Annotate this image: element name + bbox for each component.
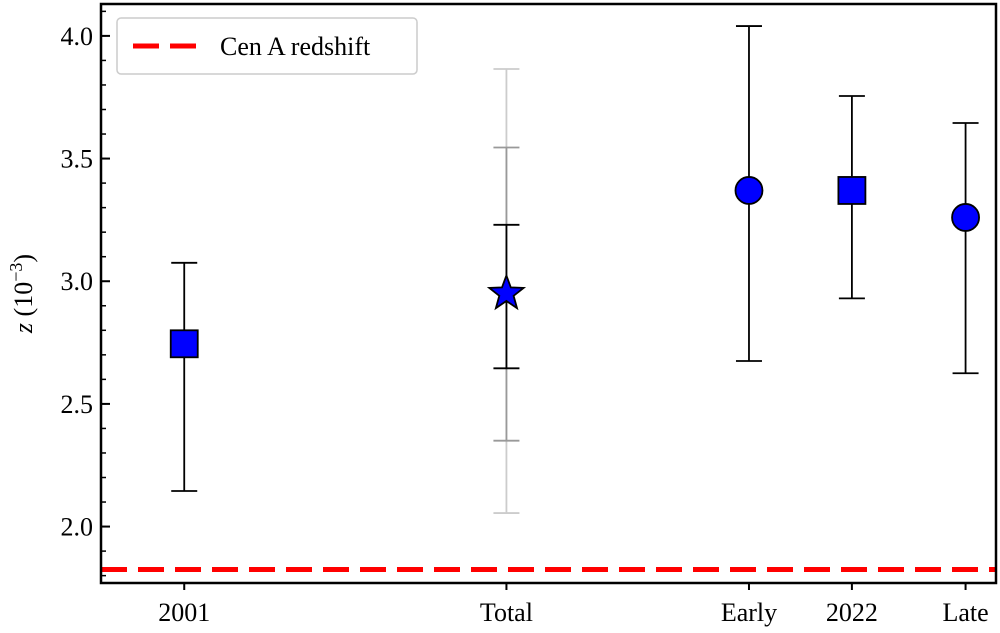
marker-circle-early xyxy=(734,176,764,205)
error-bar-late xyxy=(952,122,979,375)
y-tick-label: 2.0 xyxy=(61,513,94,542)
x-tick-label: Late xyxy=(942,598,988,627)
marker-square-2001 xyxy=(169,329,199,359)
error-bar-2001 xyxy=(171,261,198,492)
marker-star-total xyxy=(486,272,527,311)
x-tick-label: 2022 xyxy=(826,598,878,627)
legend-label: Cen A redshift xyxy=(220,32,371,61)
y-axis-label: z (10−3) xyxy=(6,254,38,334)
y-tick-label: 3.5 xyxy=(61,145,94,174)
y-tick-label: 3.0 xyxy=(61,267,94,296)
y-tick-label: 2.5 xyxy=(61,390,94,419)
plot-area xyxy=(101,25,996,573)
axes: 2.0 2.5 3.0 3.5 4.0 2001 Total Early 2022 Late z (… xyxy=(6,2,998,627)
x-tick-label: 2001 xyxy=(158,598,210,627)
x-tick-label: Total xyxy=(480,598,533,627)
legend-box xyxy=(116,17,418,75)
marker-square-2022 xyxy=(837,176,867,205)
y-tick-label: 4.0 xyxy=(61,22,94,51)
legend: Cen A redshift xyxy=(116,17,418,75)
axes-frame xyxy=(99,2,998,585)
x-tick-label: Early xyxy=(721,598,777,627)
marker-circle-late xyxy=(951,203,980,232)
